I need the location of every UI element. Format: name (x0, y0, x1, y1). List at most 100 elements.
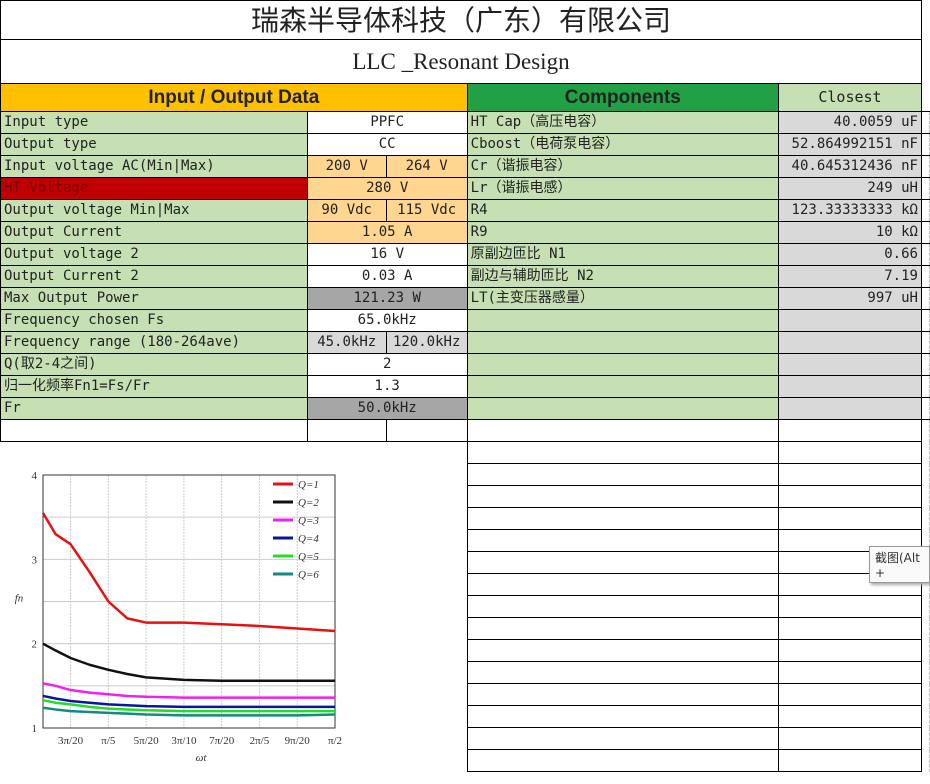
component-value-cell[interactable]: 7.19 (778, 265, 922, 288)
io-value-cell[interactable]: 16 V (306, 243, 468, 266)
empty-cell[interactable] (466, 749, 780, 772)
empty-cell[interactable] (778, 683, 922, 706)
empty-cell[interactable] (466, 595, 780, 618)
component-value-cell[interactable] (778, 375, 922, 398)
empty-cell[interactable] (921, 375, 930, 398)
empty-cell[interactable] (778, 507, 922, 530)
component-label-cell[interactable]: Cr（谐振电容） (466, 155, 780, 178)
io-value-cell[interactable]: CC (306, 133, 468, 156)
empty-cell[interactable] (921, 221, 930, 244)
io-label-cell[interactable]: Input type (0, 111, 308, 134)
empty-cell[interactable] (778, 441, 922, 464)
empty-cell[interactable] (921, 683, 930, 706)
component-value-cell[interactable] (778, 331, 922, 354)
io-min-value-cell[interactable]: 200 V (306, 155, 387, 178)
io-label-cell[interactable]: Output type (0, 133, 308, 156)
io-min-value-cell[interactable]: 90 Vdc (306, 199, 387, 222)
empty-cell[interactable] (778, 639, 922, 662)
empty-cell[interactable] (466, 727, 780, 750)
empty-cell[interactable] (921, 133, 930, 156)
component-value-cell[interactable] (778, 397, 922, 420)
component-label-cell[interactable]: R4 (466, 199, 780, 222)
empty-cell[interactable] (921, 419, 930, 442)
component-value-cell[interactable]: 249 uH (778, 177, 922, 200)
q-curve-chart-image[interactable]: 1 2 3 4 3π/20 π/5 5π/20 3π/10 7π/20 2π/5 9π/20 π/2 ω… (1, 448, 466, 783)
empty-cell[interactable] (466, 617, 780, 640)
empty-cell[interactable] (778, 749, 922, 772)
empty-cell[interactable] (466, 463, 780, 486)
subtitle-cell[interactable]: LLC _Resonant Design (0, 39, 922, 84)
empty-cell[interactable] (921, 617, 930, 640)
component-label-cell[interactable] (466, 309, 780, 332)
io-label-cell[interactable]: Frequency chosen Fs (0, 309, 308, 332)
io-label-cell[interactable]: Q(取2-4之间) (0, 353, 308, 376)
closest-header-cell[interactable]: Closest (778, 83, 922, 112)
components-header-cell[interactable]: Components (466, 83, 780, 112)
component-label-cell[interactable] (466, 331, 780, 354)
empty-cell[interactable] (466, 441, 780, 464)
component-label-cell[interactable]: R9 (466, 221, 780, 244)
empty-cell[interactable] (921, 529, 930, 552)
io-label-cell[interactable]: HT Voltage (0, 177, 308, 200)
component-value-cell[interactable] (778, 309, 922, 332)
empty-cell[interactable] (778, 617, 922, 640)
component-value-cell[interactable]: 10 kΩ (778, 221, 922, 244)
empty-cell[interactable] (466, 507, 780, 530)
io-value-cell[interactable]: 280 V (306, 177, 468, 200)
empty-cell[interactable] (921, 639, 930, 662)
io-label-cell[interactable]: 归一化频率Fn1=Fs/Fr (0, 375, 308, 398)
empty-cell[interactable] (921, 155, 930, 178)
empty-cell[interactable] (921, 595, 930, 618)
empty-cell[interactable] (0, 419, 308, 442)
empty-cell[interactable] (466, 639, 780, 662)
empty-cell[interactable] (778, 463, 922, 486)
empty-cell[interactable] (466, 529, 780, 552)
component-label-cell[interactable]: Cboost（电荷泵电容） (466, 133, 780, 156)
empty-cell[interactable] (921, 441, 930, 464)
empty-cell[interactable] (778, 705, 922, 728)
io-label-cell[interactable]: Output voltage 2 (0, 243, 308, 266)
empty-cell[interactable] (466, 419, 780, 442)
empty-cell[interactable] (385, 419, 468, 442)
empty-cell[interactable] (921, 485, 930, 508)
component-label-cell[interactable] (466, 375, 780, 398)
empty-cell[interactable] (778, 485, 922, 508)
component-value-cell[interactable]: 123.33333333 kΩ (778, 199, 922, 222)
empty-cell[interactable] (921, 463, 930, 486)
component-value-cell[interactable] (778, 353, 922, 376)
component-label-cell[interactable] (466, 397, 780, 420)
io-label-cell[interactable]: Output voltage Min|Max (0, 199, 308, 222)
io-label-cell[interactable]: Output Current 2 (0, 265, 308, 288)
component-label-cell[interactable]: 原副边匝比 N1 (466, 243, 780, 266)
company-title-cell[interactable]: 瑞森半导体科技（广东）有限公司 (0, 0, 922, 40)
empty-cell[interactable] (778, 419, 922, 442)
empty-cell[interactable] (921, 243, 930, 266)
empty-cell[interactable] (466, 683, 780, 706)
empty-cell[interactable] (921, 397, 930, 420)
empty-cell[interactable] (306, 419, 387, 442)
io-label-cell[interactable]: Max Output Power (0, 287, 308, 310)
io-label-cell[interactable]: Fr (0, 397, 308, 420)
empty-cell[interactable] (921, 199, 930, 222)
io-value-cell[interactable]: 0.03 A (306, 265, 468, 288)
empty-cell[interactable] (921, 265, 930, 288)
io-label-cell[interactable]: Output Current (0, 221, 308, 244)
component-label-cell[interactable]: LT(主变压器感量） (466, 287, 780, 310)
io-max-value-cell[interactable]: 264 V (385, 155, 468, 178)
empty-cell[interactable] (921, 661, 930, 684)
empty-cell[interactable] (778, 661, 922, 684)
io-value-cell[interactable]: 2 (306, 353, 468, 376)
component-value-cell[interactable]: 997 uH (778, 287, 922, 310)
component-value-cell[interactable]: 0.66 (778, 243, 922, 266)
component-label-cell[interactable]: 副边与辅助匝比 N2 (466, 265, 780, 288)
io-label-cell[interactable]: Input voltage AC(Min|Max) (0, 155, 308, 178)
empty-cell[interactable] (778, 595, 922, 618)
empty-cell[interactable] (466, 573, 780, 596)
component-value-cell[interactable]: 52.864992151 nF (778, 133, 922, 156)
io-value-cell[interactable]: PPFC (306, 111, 468, 134)
io-value-cell[interactable]: 1.3 (306, 375, 468, 398)
empty-cell[interactable] (921, 573, 930, 596)
empty-cell[interactable] (921, 111, 930, 134)
component-label-cell[interactable] (466, 353, 780, 376)
empty-cell[interactable] (921, 749, 930, 772)
